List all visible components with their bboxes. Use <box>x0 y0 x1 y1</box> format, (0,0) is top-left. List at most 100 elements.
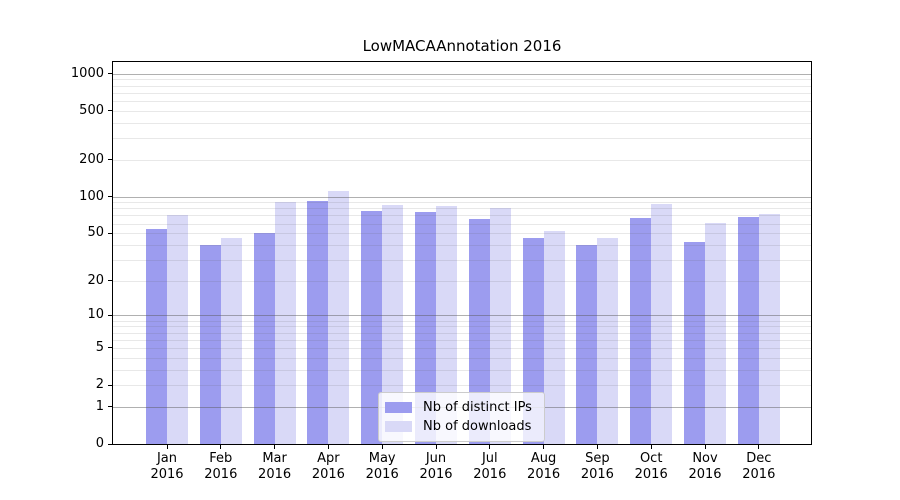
bar-ips-apr <box>307 200 329 444</box>
x-tick-month: Feb <box>209 451 233 466</box>
legend-swatch-distinct-ips <box>385 402 412 413</box>
bar-ips-jan <box>146 229 167 444</box>
y-tick-label-1: 1 <box>95 398 104 414</box>
x-tick-month: Oct <box>639 451 663 466</box>
x-tick-label-may: May 2016 <box>352 451 412 483</box>
chart-title: LowMACAAnnotation 2016 <box>362 37 562 55</box>
x-tick-year: 2016 <box>365 467 399 482</box>
gridline-minor-400 <box>113 122 811 124</box>
gridline-minor-20 <box>113 280 811 282</box>
bar-downloads-jun <box>436 205 457 444</box>
x-tick-apr <box>327 445 329 449</box>
y-tick-20 <box>108 280 112 282</box>
bar-ips-nov <box>684 242 705 444</box>
x-tick-year: 2016 <box>634 467 668 482</box>
legend-label-distinct-ips: Nb of distinct IPs <box>423 400 532 415</box>
x-tick-month: Apr <box>317 451 340 466</box>
legend-swatch-downloads <box>385 421 412 432</box>
y-tick-label-2: 2 <box>95 377 104 393</box>
x-tick-label-jan: Jan 2016 <box>137 451 197 483</box>
bar-ips-jun <box>415 211 436 444</box>
bar-ips-oct <box>630 217 652 444</box>
x-tick-year: 2016 <box>742 467 776 482</box>
x-tick-dec <box>758 445 760 449</box>
x-tick-sep <box>596 445 598 449</box>
x-tick-year: 2016 <box>204 467 238 482</box>
bar-ips-dec <box>737 217 759 444</box>
gridline-minor-70 <box>113 215 811 217</box>
y-tick-10 <box>108 314 112 316</box>
bar-downloads-aug <box>543 231 565 444</box>
gridline-minor-9 <box>113 320 811 322</box>
gridline-major-100 <box>113 196 811 198</box>
x-tick-may <box>381 445 383 449</box>
gridline-minor-80 <box>113 208 811 210</box>
x-tick-label-jun: Jun 2016 <box>406 451 466 483</box>
x-tick-label-apr: Apr 2016 <box>298 451 358 483</box>
x-tick-month: Aug <box>530 451 557 466</box>
x-tick-year: 2016 <box>311 467 345 482</box>
gridline-major-10 <box>113 315 811 317</box>
gridline-minor-50 <box>113 233 811 235</box>
gridline-major-1000 <box>113 73 811 75</box>
y-tick-label-20: 20 <box>87 272 104 288</box>
bar-ips-feb <box>199 244 221 444</box>
bar-ips-jul <box>468 219 490 444</box>
gridline-minor-60 <box>113 223 811 225</box>
x-tick-month: Nov <box>692 451 718 466</box>
bar-ips-mar <box>253 233 275 444</box>
x-tick-label-aug: Aug 2016 <box>514 451 574 483</box>
gridline-minor-30 <box>113 259 811 261</box>
x-tick-year: 2016 <box>473 467 507 482</box>
y-tick-1000 <box>108 73 112 74</box>
bar-downloads-oct <box>651 203 673 444</box>
y-tick-1 <box>108 406 112 408</box>
bar-downloads-sep <box>597 237 619 444</box>
x-tick-jul <box>489 445 491 449</box>
gridline-minor-4 <box>113 357 811 359</box>
y-tick-100 <box>108 196 112 197</box>
gridline-minor-800 <box>113 85 811 87</box>
legend-label-downloads: Nb of downloads <box>423 419 532 434</box>
x-tick-month: May <box>368 451 396 466</box>
gridline-minor-500 <box>113 110 811 112</box>
y-tick-2 <box>108 384 112 386</box>
gridline-minor-200 <box>113 159 811 161</box>
gridline-minor-3 <box>113 369 811 371</box>
x-tick-month: Jan <box>156 451 178 466</box>
bar-downloads-feb <box>220 237 242 444</box>
x-tick-month: Jun <box>425 451 447 466</box>
y-tick-label-5: 5 <box>95 339 104 355</box>
gridline-minor-5 <box>113 347 811 349</box>
gridline-minor-900 <box>113 79 811 81</box>
y-tick-label-50: 50 <box>87 225 104 241</box>
x-tick-year: 2016 <box>580 467 614 482</box>
x-tick-label-mar: Mar 2016 <box>245 451 305 483</box>
x-tick-year: 2016 <box>258 467 292 482</box>
gridline-minor-40 <box>113 244 811 246</box>
gridline-minor-700 <box>113 92 811 94</box>
y-tick-label-0: 0 <box>95 436 104 451</box>
x-tick-label-dec: Dec 2016 <box>729 451 789 483</box>
x-tick-label-jul: Jul 2016 <box>460 451 520 483</box>
x-tick-feb <box>220 445 222 449</box>
legend-item-downloads: Nb of downloads <box>385 417 538 436</box>
x-tick-mar <box>274 445 276 449</box>
gridline-minor-300 <box>113 138 811 139</box>
bar-downloads-jan <box>167 215 188 444</box>
plot-area <box>112 61 812 445</box>
x-tick-oct <box>650 445 652 449</box>
y-tick-5 <box>108 347 112 349</box>
y-tick-label-500: 500 <box>79 102 104 118</box>
bar-ips-may <box>361 211 383 444</box>
gridline-minor-90 <box>113 202 811 204</box>
legend-item-distinct-ips: Nb of distinct IPs <box>385 398 538 417</box>
x-tick-label-sep: Sep 2016 <box>567 451 627 483</box>
gridline-minor-8 <box>113 326 811 328</box>
x-tick-jun <box>435 445 437 449</box>
x-tick-label-nov: Nov 2016 <box>675 451 735 483</box>
x-tick-label-oct: Oct 2016 <box>621 451 681 483</box>
x-tick-label-feb: Feb 2016 <box>191 451 251 483</box>
bar-downloads-nov <box>705 222 726 444</box>
bar-downloads-may <box>382 205 404 444</box>
